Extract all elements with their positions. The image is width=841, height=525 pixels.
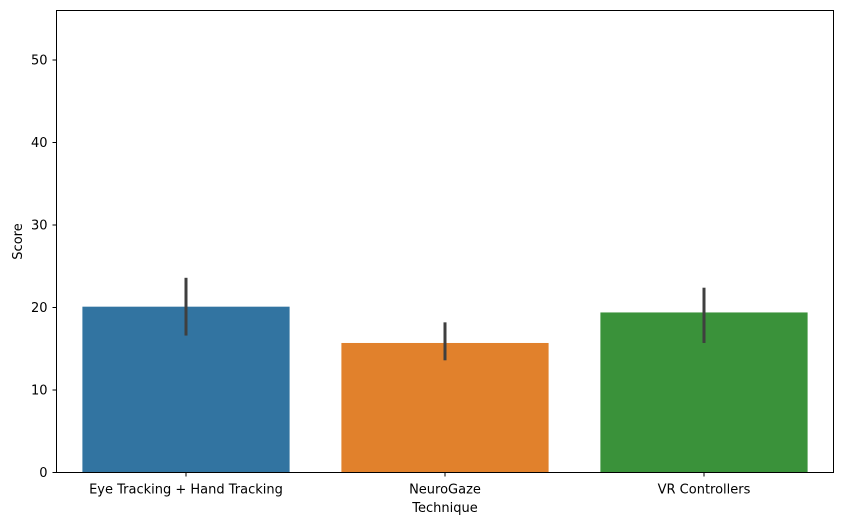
- x-tick-label-0: Eye Tracking + Hand Tracking: [89, 483, 283, 498]
- y-tick-label-5: 50: [31, 54, 48, 69]
- y-tick-label-0: 0: [39, 466, 47, 481]
- y-tick-label-1: 10: [31, 384, 48, 399]
- y-tick-label-3: 30: [31, 219, 48, 234]
- x-axis: Eye Tracking + Hand Tracking NeuroGaze VR …: [89, 472, 751, 498]
- y-tick-label-4: 40: [31, 136, 48, 151]
- x-tick-label-2: VR Controllers: [658, 483, 751, 498]
- bar-1: [341, 342, 549, 473]
- y-axis: 0 10 20 30 40 50: [31, 54, 57, 481]
- error-bars-layer: [184, 277, 706, 361]
- x-tick-label-1: NeuroGaze: [409, 483, 481, 498]
- x-axis-title: Technique: [411, 501, 477, 516]
- y-tick-label-2: 20: [31, 301, 48, 316]
- y-axis-title: Score: [11, 223, 26, 259]
